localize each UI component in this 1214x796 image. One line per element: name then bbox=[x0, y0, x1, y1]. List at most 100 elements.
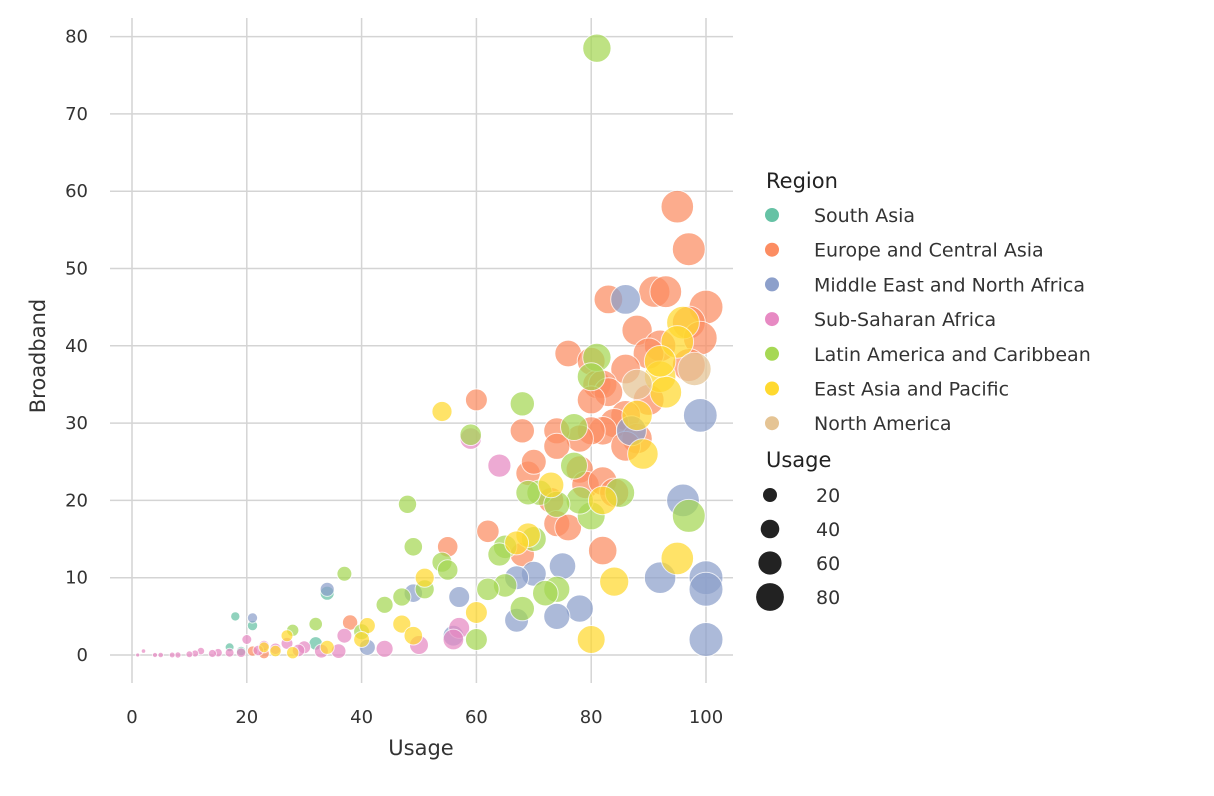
legend-label: Latin America and Caribbean bbox=[814, 344, 1091, 366]
x-tick-label: 0 bbox=[126, 707, 137, 728]
data-point bbox=[621, 399, 653, 432]
y-tick-label: 70 bbox=[65, 104, 88, 125]
data-point bbox=[269, 644, 282, 658]
data-points bbox=[135, 33, 724, 660]
size-legend-marker bbox=[763, 488, 777, 502]
x-tick-label: 20 bbox=[235, 707, 258, 728]
data-point bbox=[375, 639, 394, 658]
size-legend-label: 60 bbox=[816, 553, 840, 575]
x-tick-label: 60 bbox=[465, 707, 488, 728]
data-point bbox=[185, 650, 194, 659]
data-point bbox=[135, 652, 141, 658]
data-point bbox=[509, 391, 535, 417]
data-point bbox=[476, 519, 500, 544]
y-tick-label: 10 bbox=[65, 568, 88, 589]
size-legend-label: 40 bbox=[816, 519, 840, 541]
data-point bbox=[464, 628, 488, 651]
data-point bbox=[258, 641, 270, 654]
size-legend-label: 20 bbox=[816, 485, 840, 507]
data-point bbox=[576, 362, 606, 392]
data-point bbox=[464, 388, 488, 412]
legend-label: Sub-Saharan Africa bbox=[814, 309, 996, 331]
data-point bbox=[660, 189, 695, 224]
y-tick-label: 60 bbox=[65, 181, 88, 202]
legend-marker bbox=[765, 242, 779, 257]
legend-label: South Asia bbox=[814, 205, 915, 227]
data-point bbox=[610, 284, 641, 315]
legend-label: East Asia and Pacific bbox=[814, 379, 1009, 401]
data-point bbox=[515, 479, 541, 506]
legend-marker bbox=[765, 346, 779, 361]
data-point bbox=[246, 612, 259, 624]
data-point bbox=[235, 647, 247, 659]
y-tick-label: 50 bbox=[65, 259, 88, 280]
legend-marker bbox=[765, 381, 779, 396]
data-point bbox=[677, 351, 712, 387]
data-point bbox=[682, 398, 718, 433]
data-point bbox=[319, 581, 335, 597]
legend: Region South Asia Europe and Central Asia… bbox=[756, 169, 1091, 611]
data-point bbox=[168, 651, 176, 659]
data-point bbox=[509, 595, 535, 622]
data-point bbox=[688, 622, 724, 657]
y-tick-label: 0 bbox=[77, 645, 88, 666]
data-point bbox=[464, 601, 488, 624]
data-point bbox=[671, 498, 706, 533]
data-point bbox=[319, 639, 335, 655]
data-point bbox=[599, 566, 630, 597]
legend-title-region: Region bbox=[766, 169, 838, 193]
data-point bbox=[336, 565, 353, 582]
x-axis-label: Usage bbox=[388, 736, 453, 760]
data-point bbox=[442, 628, 465, 651]
data-point bbox=[459, 423, 483, 447]
data-point bbox=[403, 625, 424, 646]
data-point bbox=[587, 535, 618, 566]
data-point bbox=[280, 629, 294, 643]
data-point bbox=[353, 631, 371, 648]
data-point bbox=[671, 232, 706, 267]
legend-label: North America bbox=[814, 413, 952, 435]
data-point bbox=[241, 634, 253, 645]
data-point bbox=[476, 577, 500, 602]
data-point bbox=[649, 375, 683, 409]
data-point bbox=[627, 438, 659, 470]
data-point bbox=[649, 275, 683, 309]
data-point bbox=[397, 494, 418, 514]
data-point bbox=[286, 646, 300, 660]
data-point bbox=[431, 400, 453, 423]
data-point bbox=[157, 651, 164, 659]
data-point bbox=[224, 647, 235, 658]
y-tick-label: 40 bbox=[65, 336, 88, 357]
data-point bbox=[532, 579, 559, 607]
x-tick-label: 100 bbox=[689, 707, 723, 728]
data-point bbox=[487, 453, 512, 478]
data-point bbox=[520, 448, 547, 475]
data-point bbox=[560, 413, 588, 441]
data-point bbox=[576, 625, 606, 654]
data-point bbox=[436, 559, 459, 581]
size-legend-marker bbox=[758, 551, 782, 575]
data-point bbox=[560, 451, 588, 480]
data-point bbox=[587, 485, 618, 516]
legend-label: Europe and Central Asia bbox=[814, 240, 1044, 262]
data-point bbox=[403, 537, 424, 557]
data-point bbox=[392, 587, 412, 607]
y-tick-label: 30 bbox=[65, 413, 88, 434]
data-point bbox=[448, 586, 471, 608]
data-point bbox=[660, 541, 695, 576]
size-legend-label: 80 bbox=[816, 587, 840, 609]
legend-marker bbox=[765, 416, 779, 431]
data-point bbox=[504, 530, 530, 556]
data-point bbox=[554, 513, 583, 542]
data-point bbox=[548, 552, 577, 580]
tick-labels: 0 20 40 60 80 100 0 10 20 30 40 50 60 70 80 bbox=[65, 27, 723, 728]
data-point bbox=[509, 418, 535, 444]
data-point bbox=[543, 602, 571, 631]
data-point bbox=[537, 471, 565, 499]
size-legend-marker bbox=[760, 519, 780, 539]
data-point bbox=[688, 571, 724, 607]
data-point bbox=[308, 616, 324, 632]
data-point bbox=[543, 432, 571, 460]
legend-marker bbox=[765, 277, 779, 292]
